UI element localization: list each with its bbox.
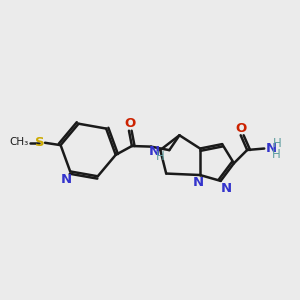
Text: O: O (124, 117, 136, 130)
Text: N: N (193, 176, 204, 190)
Text: N: N (148, 145, 160, 158)
Text: H: H (272, 137, 281, 150)
Text: N: N (266, 142, 277, 155)
Text: H: H (156, 150, 165, 164)
Text: CH₃: CH₃ (9, 137, 28, 147)
Text: N: N (220, 182, 232, 195)
Text: S: S (35, 136, 45, 149)
Text: H: H (272, 148, 280, 161)
Text: N: N (61, 173, 72, 186)
Text: O: O (235, 122, 246, 135)
